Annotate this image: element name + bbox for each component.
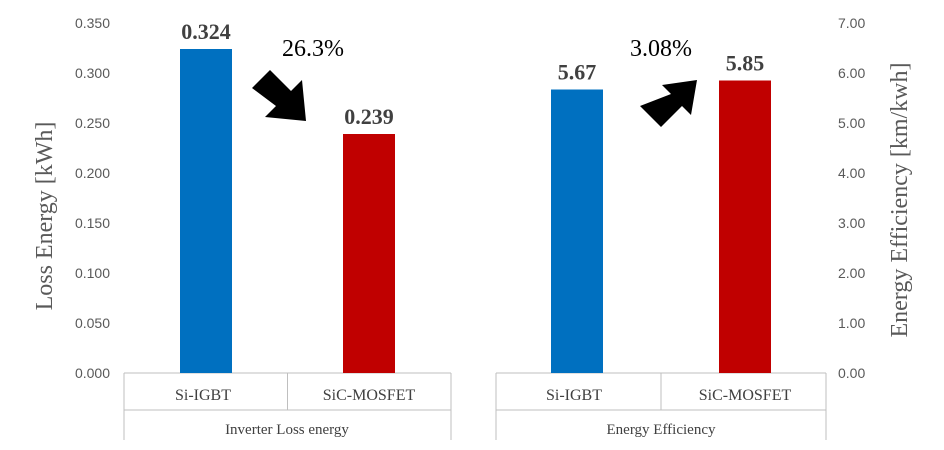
y-tick-label: 5.00 bbox=[838, 115, 865, 131]
y-tick-label: 0.200 bbox=[75, 165, 110, 181]
y-tick-label: 6.00 bbox=[838, 65, 865, 81]
left-group-label: Inverter Loss energy bbox=[225, 422, 349, 438]
y-tick-label: 0.000 bbox=[75, 365, 110, 381]
y-tick-label: 7.00 bbox=[838, 15, 865, 31]
data-label: 0.239 bbox=[344, 104, 394, 129]
bar-sic-mosfet bbox=[343, 134, 395, 373]
data-label: 0.324 bbox=[181, 19, 231, 44]
arrow-down-right-icon bbox=[252, 70, 306, 121]
y-tick-label: 0.00 bbox=[838, 365, 865, 381]
right-y-ticks: 0.00 1.00 2.00 3.00 4.00 5.00 6.00 7.00 bbox=[838, 15, 865, 381]
category-label: SiC-MOSFET bbox=[699, 387, 792, 404]
y-tick-label: 4.00 bbox=[838, 165, 865, 181]
y-tick-label: 2.00 bbox=[838, 265, 865, 281]
y-tick-label: 0.250 bbox=[75, 115, 110, 131]
left-axis-lines bbox=[123, 372, 452, 440]
bar-si-igbt bbox=[180, 49, 232, 373]
category-label: Si-IGBT bbox=[546, 387, 602, 404]
left-y-ticks: 0.000 0.050 0.100 0.150 0.200 0.250 0.300 0.350 bbox=[75, 15, 110, 381]
y-tick-label: 0.150 bbox=[75, 215, 110, 231]
left-panel: 0.000 0.050 0.100 0.150 0.200 0.250 0.300 0.350… bbox=[32, 15, 452, 440]
right-y-axis-title: Energy Efficiency [km/kwh] bbox=[887, 62, 913, 337]
bar-si-igbt bbox=[551, 89, 603, 373]
left-annotation-percent: 26.3% bbox=[282, 36, 344, 62]
y-tick-label: 0.050 bbox=[75, 315, 110, 331]
right-panel: 0.00 1.00 2.00 3.00 4.00 5.00 6.00 7.00 5.67 5.8… bbox=[495, 15, 913, 440]
data-label: 5.67 bbox=[558, 60, 597, 85]
bar-sic-mosfet bbox=[719, 80, 771, 373]
arrow-up-right-icon bbox=[640, 80, 697, 127]
left-data-labels: 0.324 0.239 bbox=[181, 19, 394, 129]
data-label: 5.85 bbox=[726, 51, 765, 76]
left-y-axis-title: Loss Energy [kWh] bbox=[32, 122, 58, 311]
category-label: SiC-MOSFET bbox=[323, 387, 416, 404]
y-tick-label: 1.00 bbox=[838, 315, 865, 331]
left-bars bbox=[180, 49, 395, 373]
right-data-labels: 5.67 5.85 bbox=[558, 51, 765, 85]
right-category-labels: Si-IGBT SiC-MOSFET bbox=[546, 387, 791, 404]
left-category-labels: Si-IGBT SiC-MOSFET bbox=[175, 387, 415, 404]
category-label: Si-IGBT bbox=[175, 387, 231, 404]
right-annotation-percent: 3.08% bbox=[630, 36, 692, 62]
right-group-label: Energy Efficiency bbox=[607, 422, 716, 438]
right-bars bbox=[551, 80, 771, 373]
y-tick-label: 0.300 bbox=[75, 65, 110, 81]
y-tick-label: 3.00 bbox=[838, 215, 865, 231]
y-tick-label: 0.350 bbox=[75, 15, 110, 31]
y-tick-label: 0.100 bbox=[75, 265, 110, 281]
